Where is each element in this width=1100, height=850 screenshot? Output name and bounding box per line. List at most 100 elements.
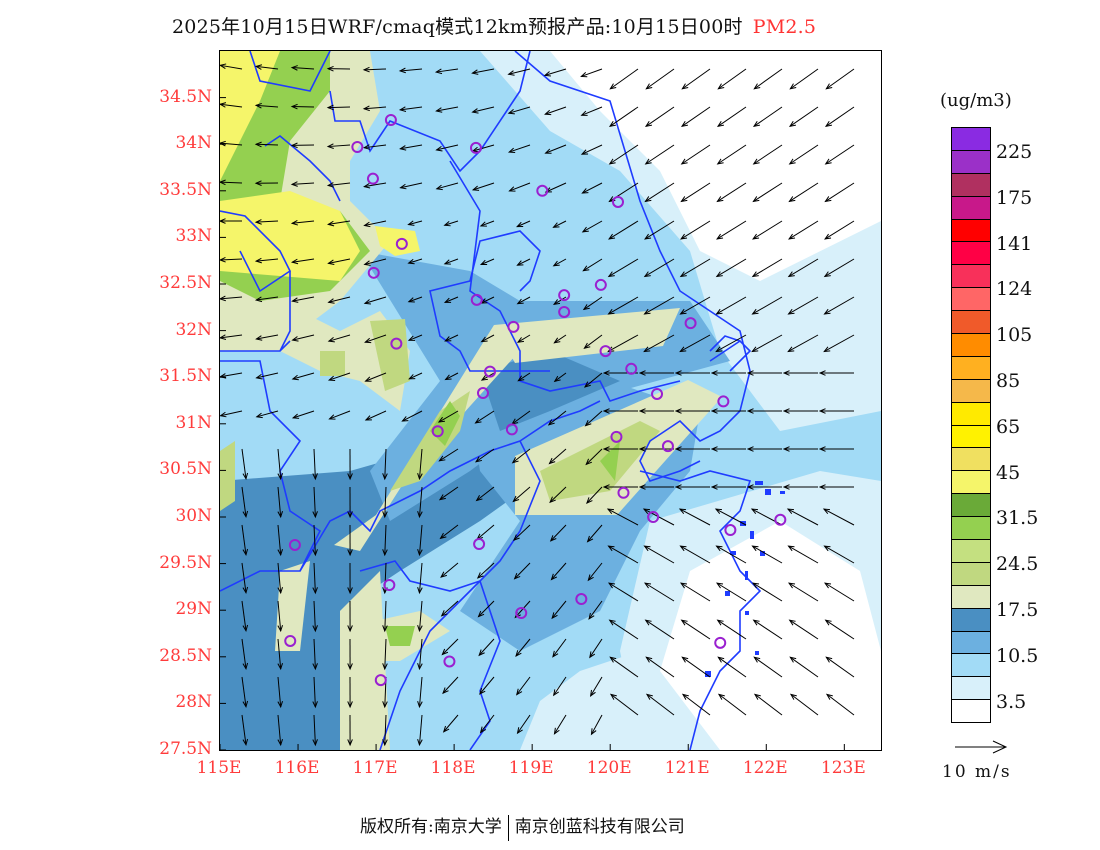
wind-arrow xyxy=(327,334,351,343)
wind-arrow xyxy=(823,545,855,564)
wind-arrow xyxy=(347,524,353,557)
lon-tick-label: 123E xyxy=(820,758,866,778)
wind-arrow xyxy=(478,638,495,657)
colorbar-swatch xyxy=(952,334,990,357)
wind-arrow xyxy=(291,296,315,303)
wind-arrow xyxy=(589,676,603,697)
wind-arrow xyxy=(825,693,855,716)
wind-arrow xyxy=(382,524,388,557)
wind-arrow xyxy=(255,410,279,419)
wind-arrow xyxy=(312,486,318,519)
station-marker xyxy=(507,320,520,333)
lon-tick-label: 118E xyxy=(430,758,476,778)
pollutant-label: PM2.5 xyxy=(752,16,817,38)
lat-tick-label: 28.5N xyxy=(159,645,212,666)
wind-arrow xyxy=(254,141,279,148)
wind-arrow xyxy=(823,296,855,315)
station-marker xyxy=(351,140,364,153)
wind-arrow xyxy=(517,372,531,382)
wind-arrow xyxy=(362,144,387,150)
wind-arrow xyxy=(824,106,855,128)
wind-arrow xyxy=(717,68,747,90)
wind-arrow xyxy=(475,448,495,463)
wind-arrow xyxy=(548,448,567,465)
wind-arrow xyxy=(752,619,783,640)
station-marker xyxy=(558,289,571,302)
wind-arrow xyxy=(716,182,747,203)
wind-arrow xyxy=(407,334,423,341)
lat-tick-label: 29N xyxy=(175,599,212,620)
colorbar-unit: (ug/m3) xyxy=(940,90,1012,111)
colorbar-swatch xyxy=(952,173,990,197)
wind-arrow xyxy=(241,562,249,595)
station-marker xyxy=(684,317,697,330)
wind-arrow xyxy=(544,182,567,193)
wind-arrow xyxy=(645,68,675,90)
wind-arrow xyxy=(582,258,603,272)
colorbar-swatch xyxy=(952,425,990,449)
station-marker xyxy=(594,278,607,291)
wind-arrow xyxy=(788,144,819,165)
copyright-company: 南京创蓝科技有限公司 xyxy=(514,817,685,837)
wind-arrow xyxy=(607,296,639,315)
wind-arrow xyxy=(751,296,783,315)
wind-arrow xyxy=(218,102,243,108)
wind-arrow xyxy=(512,486,531,503)
station-marker xyxy=(505,423,518,436)
wind-arrow xyxy=(515,638,531,657)
wind-arrow xyxy=(580,144,603,155)
station-marker xyxy=(288,538,301,551)
station-marker xyxy=(612,195,625,208)
colorbar-swatch xyxy=(952,356,990,380)
wind-arrow xyxy=(717,693,747,716)
wind-arrow xyxy=(643,582,675,602)
wind-arrow xyxy=(290,65,315,71)
wind-arrow xyxy=(678,508,711,526)
wind-arrow xyxy=(347,562,353,595)
wind-arrow xyxy=(824,182,855,203)
colorbar-swatch xyxy=(952,311,990,335)
colorbar-swatch xyxy=(952,128,990,151)
colorbar-swatch xyxy=(952,196,990,220)
wind-arrow xyxy=(435,106,459,113)
wind-arrow xyxy=(789,656,819,678)
wind-arrow xyxy=(787,296,819,315)
colorbar-label: 17.5 xyxy=(996,598,1039,621)
wind-arrow xyxy=(818,408,854,414)
wind-arrow xyxy=(753,693,783,716)
wind-arrow xyxy=(679,296,711,315)
wind-arrow xyxy=(643,296,675,315)
wind-arrow xyxy=(746,370,782,376)
wind-arrow xyxy=(435,182,459,191)
wind-arrow xyxy=(583,334,603,349)
wind-arrow xyxy=(552,638,567,658)
wind-arrow xyxy=(347,448,353,481)
wind-arrow xyxy=(585,448,603,466)
station-marker xyxy=(366,172,379,185)
wind-arrow xyxy=(674,408,710,414)
wind-arrow xyxy=(822,508,855,526)
wind-arrow xyxy=(398,106,423,112)
wind-arrow xyxy=(439,524,459,540)
wind-arrow xyxy=(825,656,855,678)
wind-arrow xyxy=(581,182,603,194)
wind-arrow xyxy=(602,484,638,490)
wind-arrow xyxy=(681,656,711,678)
wind-arrow xyxy=(254,180,279,186)
wind-arrow xyxy=(552,296,567,305)
wind-arrow xyxy=(716,144,747,165)
wind-arrow xyxy=(326,104,351,111)
colorbar-label: 105 xyxy=(996,324,1033,347)
station-marker xyxy=(617,486,630,499)
lon-tick-label: 119E xyxy=(508,758,554,778)
wind-arrow xyxy=(787,582,819,602)
wind-arrow xyxy=(471,68,495,75)
wind-arrow xyxy=(789,68,819,90)
wind-arrow xyxy=(680,182,711,203)
wind-arrow xyxy=(290,103,315,110)
wind-arrow xyxy=(326,182,351,188)
wind-arrow xyxy=(441,638,459,656)
wind-arrow xyxy=(788,182,819,203)
wind-vectors xyxy=(218,63,855,747)
map-panel xyxy=(218,50,882,751)
